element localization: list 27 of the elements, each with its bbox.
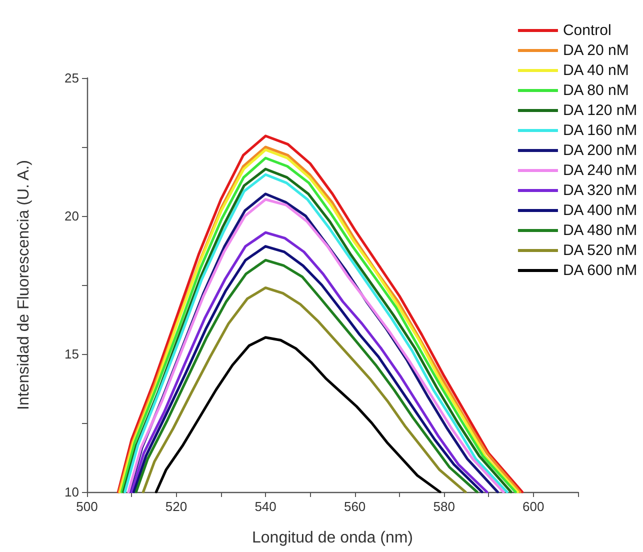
legend-label: DA 120 nM <box>562 102 638 119</box>
legend-label: DA 400 nM <box>562 202 638 219</box>
legend-label: DA 480 nM <box>562 222 638 239</box>
y-axis-title: Intensidad de Fluorescencia (U. A.) <box>16 160 32 410</box>
x-tick-label: 600 <box>522 499 544 514</box>
x-tick-label: 520 <box>165 499 188 514</box>
legend-label: DA 80 nM <box>562 82 629 99</box>
y-tick-label: 20 <box>64 208 79 224</box>
legend-label: DA 20 nM <box>562 42 629 59</box>
line-series <box>142 286 467 494</box>
legend-label: DA 40 nM <box>562 62 629 79</box>
legend-label: Control <box>562 22 612 39</box>
x-tick-label: 540 <box>254 499 276 514</box>
x-tick-label: 500 <box>76 499 98 514</box>
legend-label: DA 520 nM <box>562 242 638 259</box>
legend-label: DA 320 nM <box>562 182 638 199</box>
line-series <box>154 336 442 494</box>
legend-label: DA 200 nM <box>562 142 638 159</box>
legend-label: DA 240 nM <box>562 162 638 179</box>
y-tick-label: 15 <box>64 346 79 362</box>
x-axis-title: Longitud de onda (nm) <box>252 530 413 546</box>
x-tick-label: 560 <box>344 499 366 514</box>
legend-label: DA 160 nM <box>562 122 638 139</box>
y-tick-label: 25 <box>64 70 79 86</box>
y-tick-label: 10 <box>64 484 79 500</box>
legend-label: DA 600 nM <box>562 262 638 279</box>
x-tick-label: 580 <box>433 499 455 514</box>
